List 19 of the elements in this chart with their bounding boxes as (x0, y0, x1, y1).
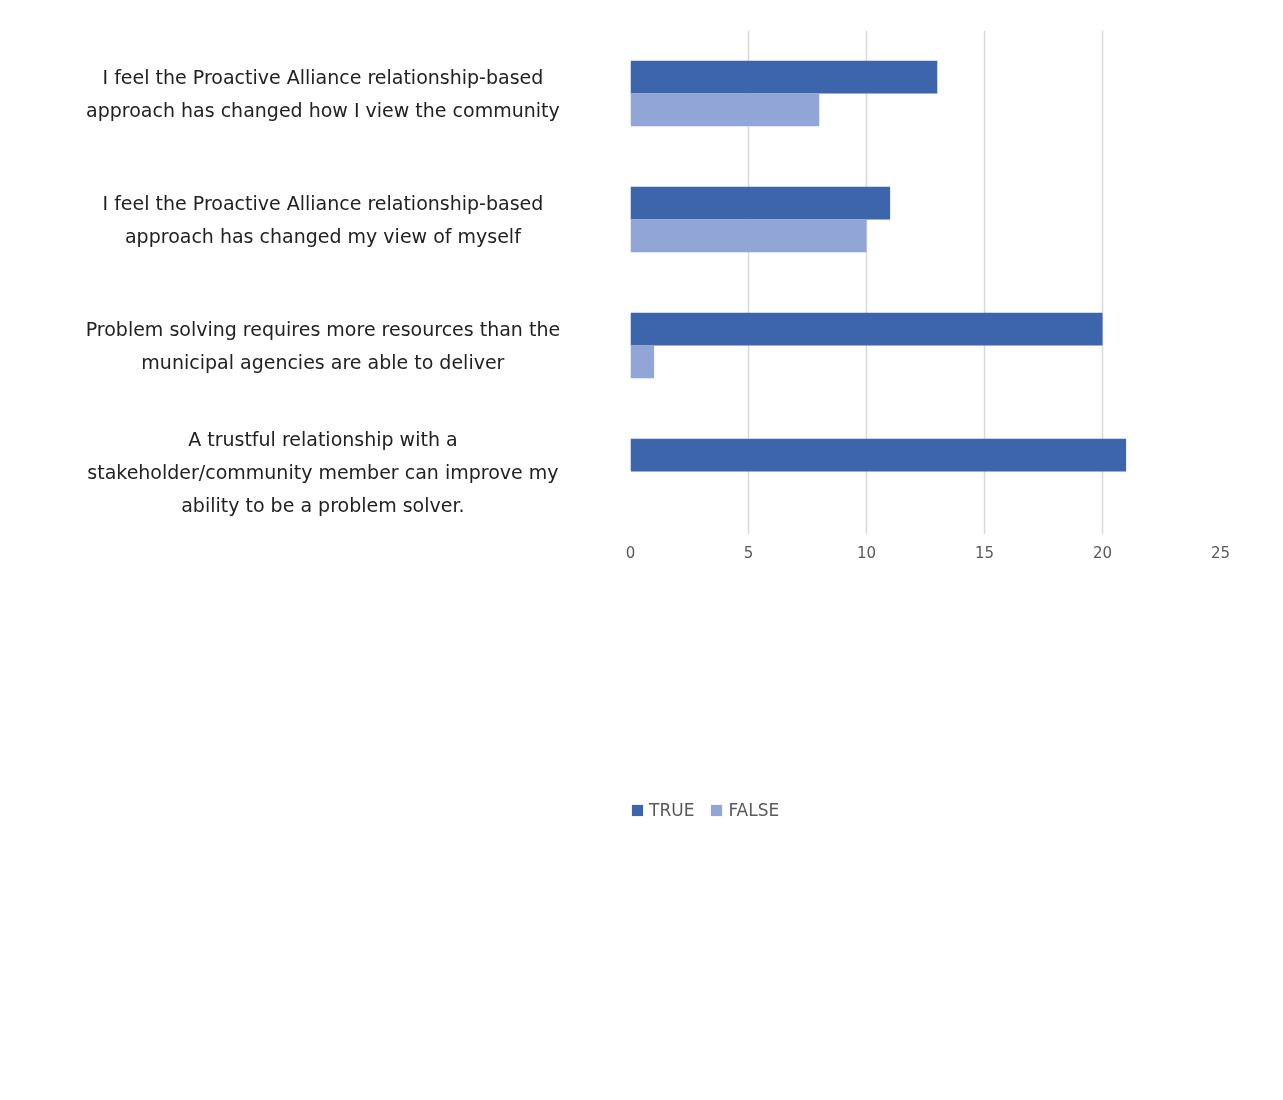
legend-label: TRUE (649, 800, 695, 820)
x-tick-label: 15 (974, 543, 995, 562)
bar (630, 438, 1127, 472)
bar (630, 186, 891, 220)
x-tick-label: 5 (743, 543, 754, 562)
bar (630, 60, 938, 94)
y-tick-label: I feel the Proactive Alliance relationship-based approach has changed my view of myself (102, 192, 544, 247)
x-tick-label: 10 (856, 543, 877, 562)
legend-label: FALSE (728, 800, 780, 820)
x-tick-label: 25 (1210, 543, 1231, 562)
bar (630, 312, 1103, 346)
bar (630, 93, 820, 127)
y-tick-label: I feel the Proactive Alliance relationship-based approach has changed how I view the community (86, 66, 560, 121)
bar (630, 219, 867, 253)
x-tick-label: 0 (625, 543, 636, 562)
y-tick-label: Problem solving requires more resources than the municipal agencies are able to deliver (85, 318, 561, 373)
bar (630, 345, 655, 379)
x-tick-label: 20 (1092, 543, 1113, 562)
y-tick-label: A trustful relationship with a stakeholder/community member can improve my ability to be a problem solver. (87, 427, 559, 516)
